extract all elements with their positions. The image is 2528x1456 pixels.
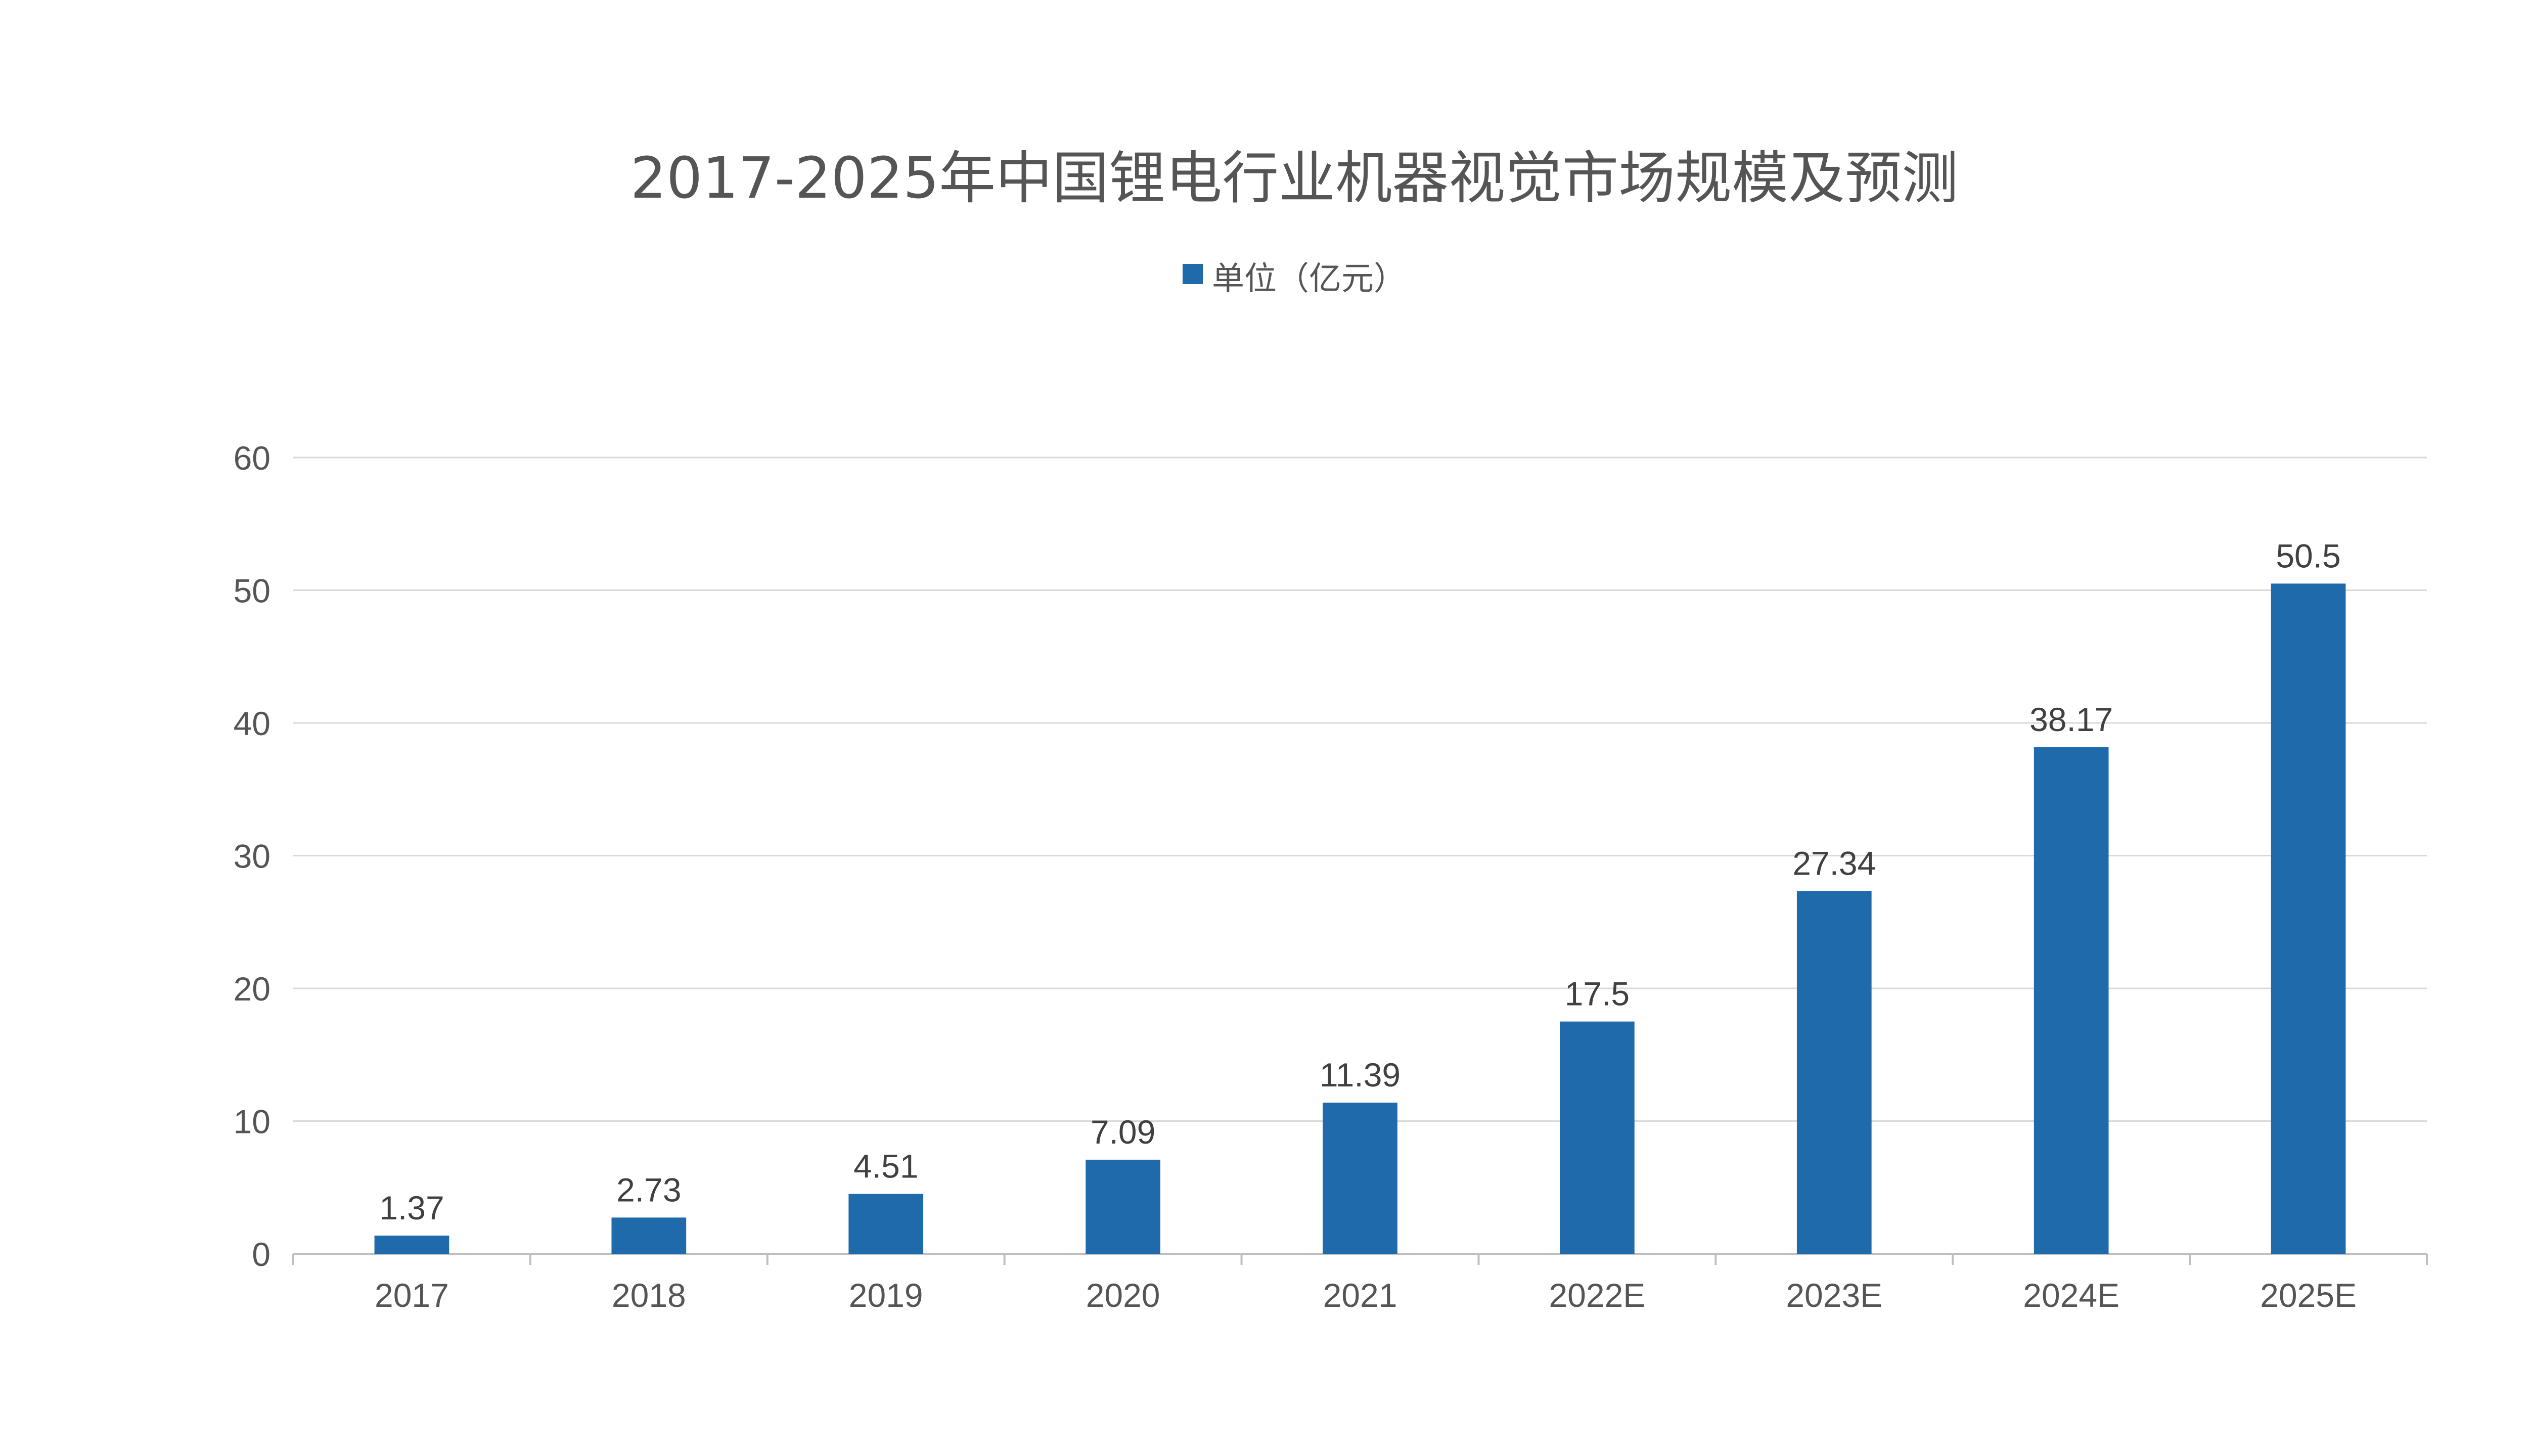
bar — [848, 1194, 924, 1254]
bar — [611, 1217, 687, 1254]
y-tick-label: 30 — [234, 838, 270, 875]
y-tick-label: 40 — [234, 705, 270, 742]
data-label: 4.51 — [853, 1148, 918, 1185]
y-tick-label: 0 — [252, 1236, 270, 1273]
y-tick-label: 10 — [234, 1103, 270, 1141]
bar — [1086, 1159, 1160, 1254]
y-tick-label: 50 — [234, 572, 270, 610]
bar — [1323, 1103, 1397, 1254]
data-label: 7.09 — [1091, 1113, 1155, 1151]
bar — [2271, 583, 2346, 1254]
x-tick-label: 2018 — [612, 1277, 686, 1314]
x-tick-label: 2017 — [375, 1277, 449, 1314]
legend: 单位（亿元） — [0, 253, 2528, 299]
bar — [374, 1236, 449, 1254]
x-tick-label: 2022E — [1549, 1277, 1645, 1314]
x-tick-label: 2021 — [1323, 1277, 1397, 1314]
bar — [2034, 747, 2109, 1254]
chart-title: 2017-2025年中国锂电行业机器视觉市场规模及预测 — [630, 146, 1959, 211]
bar — [1796, 891, 1872, 1254]
y-tick-label: 60 — [234, 439, 270, 477]
bar — [1560, 1021, 1635, 1254]
data-label: 17.5 — [1565, 975, 1630, 1013]
legend-label: 单位（亿元） — [1212, 260, 1406, 298]
data-label: 1.37 — [379, 1189, 444, 1226]
x-tick-label: 2025E — [2260, 1277, 2357, 1314]
y-tick-label: 20 — [234, 970, 270, 1008]
data-label: 27.34 — [1792, 844, 1876, 882]
x-tick-label: 2024E — [2023, 1277, 2119, 1314]
data-label: 50.5 — [2276, 537, 2340, 574]
legend-swatch — [1183, 264, 1203, 284]
data-label: 38.17 — [2029, 701, 2113, 738]
data-label: 2.73 — [616, 1171, 681, 1208]
x-tick-label: 2020 — [1086, 1277, 1160, 1314]
data-label: 11.39 — [1320, 1056, 1401, 1094]
x-tick-label: 2023E — [1786, 1277, 1882, 1314]
x-tick-label: 2019 — [849, 1277, 923, 1314]
